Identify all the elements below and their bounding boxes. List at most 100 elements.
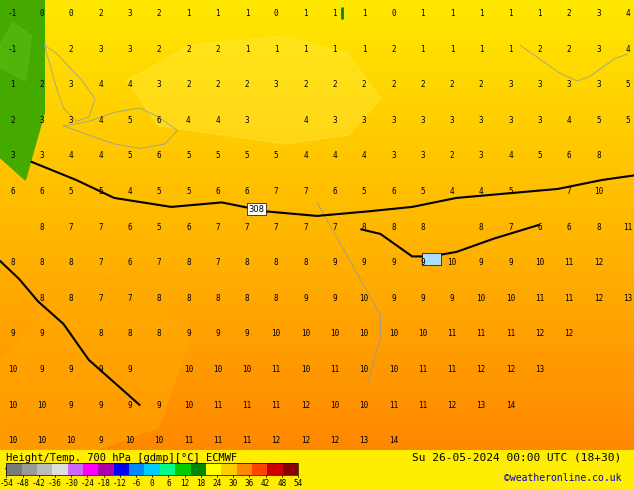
Text: 2: 2 — [157, 9, 162, 18]
Text: 6: 6 — [332, 187, 337, 196]
Text: 5: 5 — [186, 151, 191, 160]
Text: 5: 5 — [508, 187, 513, 196]
Text: 3: 3 — [391, 116, 396, 125]
Text: 10: 10 — [125, 436, 134, 445]
Text: 10: 10 — [271, 329, 281, 339]
Text: 8: 8 — [186, 294, 191, 303]
Text: 2: 2 — [157, 45, 162, 53]
Text: 6: 6 — [216, 187, 220, 196]
Text: 7: 7 — [567, 187, 571, 196]
Text: 2: 2 — [362, 80, 366, 89]
Text: 1: 1 — [274, 45, 278, 53]
Text: 2: 2 — [391, 45, 396, 53]
Text: 3: 3 — [245, 116, 249, 125]
Text: -1: -1 — [8, 45, 17, 53]
Text: 10: 10 — [67, 436, 76, 445]
Text: -12: -12 — [113, 479, 127, 488]
Text: 5: 5 — [157, 222, 162, 232]
Text: 11: 11 — [184, 436, 193, 445]
Text: -24: -24 — [81, 479, 94, 488]
Text: 3: 3 — [538, 116, 542, 125]
Text: 5: 5 — [362, 187, 366, 196]
Text: 11: 11 — [623, 222, 632, 232]
Text: 3: 3 — [157, 80, 162, 89]
Text: 42: 42 — [261, 479, 270, 488]
Text: 7: 7 — [303, 187, 308, 196]
Text: 48: 48 — [277, 479, 287, 488]
Text: 3: 3 — [274, 80, 278, 89]
Text: 3: 3 — [420, 151, 425, 160]
Text: 3: 3 — [567, 80, 571, 89]
Text: 6: 6 — [391, 187, 396, 196]
Text: 5: 5 — [69, 187, 74, 196]
Text: 8: 8 — [40, 258, 44, 267]
Text: 12: 12 — [301, 401, 310, 410]
Text: 1: 1 — [216, 9, 220, 18]
Text: 4: 4 — [98, 151, 103, 160]
Text: 1: 1 — [538, 9, 542, 18]
Text: 4: 4 — [98, 80, 103, 89]
Text: 1: 1 — [186, 9, 191, 18]
Text: 14: 14 — [506, 401, 515, 410]
Text: 5: 5 — [186, 187, 191, 196]
Text: 5: 5 — [245, 151, 249, 160]
Text: 10: 10 — [242, 365, 252, 374]
Text: 2: 2 — [69, 45, 74, 53]
Text: 9: 9 — [245, 329, 249, 339]
Text: 9: 9 — [479, 258, 484, 267]
Text: 10: 10 — [8, 401, 17, 410]
Bar — [268, 463, 283, 475]
Text: 7: 7 — [274, 222, 278, 232]
Text: 9: 9 — [391, 258, 396, 267]
Text: 10: 10 — [8, 436, 17, 445]
Text: 6: 6 — [157, 116, 162, 125]
Polygon shape — [0, 23, 32, 81]
Text: 10: 10 — [37, 401, 46, 410]
Text: 3: 3 — [596, 80, 600, 89]
Text: 54: 54 — [294, 479, 302, 488]
Text: -30: -30 — [64, 479, 78, 488]
Text: 13: 13 — [623, 294, 632, 303]
Text: 3: 3 — [450, 116, 455, 125]
Text: 8: 8 — [40, 294, 44, 303]
Text: 6: 6 — [538, 222, 542, 232]
Text: 10: 10 — [594, 187, 603, 196]
Text: 11: 11 — [213, 436, 223, 445]
Text: 3: 3 — [538, 80, 542, 89]
Text: 6: 6 — [40, 187, 44, 196]
Text: 9: 9 — [303, 294, 308, 303]
Bar — [221, 463, 236, 475]
Text: 9: 9 — [362, 258, 366, 267]
Text: 3: 3 — [596, 9, 600, 18]
Text: 36: 36 — [245, 479, 254, 488]
Text: 8: 8 — [216, 294, 220, 303]
Text: 1: 1 — [508, 9, 513, 18]
Text: 12: 12 — [180, 479, 189, 488]
Text: 3: 3 — [10, 151, 15, 160]
Text: Height/Temp. 700 hPa [gdmp][°C] ECMWF: Height/Temp. 700 hPa [gdmp][°C] ECMWF — [6, 453, 238, 463]
Text: 10: 10 — [184, 365, 193, 374]
Text: 2: 2 — [450, 151, 455, 160]
Text: 2: 2 — [567, 9, 571, 18]
Text: 10: 10 — [418, 329, 427, 339]
Text: 4: 4 — [98, 116, 103, 125]
Text: 2: 2 — [216, 80, 220, 89]
Text: 4: 4 — [625, 45, 630, 53]
Text: 3: 3 — [98, 45, 103, 53]
Text: 12: 12 — [594, 294, 603, 303]
Text: 14: 14 — [389, 436, 398, 445]
Text: 3: 3 — [127, 45, 132, 53]
Text: 5: 5 — [420, 187, 425, 196]
Text: 9: 9 — [332, 294, 337, 303]
Text: 12: 12 — [271, 436, 281, 445]
Text: 10: 10 — [301, 329, 310, 339]
Text: 9: 9 — [508, 258, 513, 267]
Text: 9: 9 — [186, 329, 191, 339]
Text: 2: 2 — [567, 45, 571, 53]
Text: 1: 1 — [362, 45, 366, 53]
Bar — [191, 463, 206, 475]
Text: 8: 8 — [420, 222, 425, 232]
Text: 7: 7 — [98, 294, 103, 303]
Text: 0: 0 — [40, 9, 44, 18]
Text: 9: 9 — [69, 365, 74, 374]
